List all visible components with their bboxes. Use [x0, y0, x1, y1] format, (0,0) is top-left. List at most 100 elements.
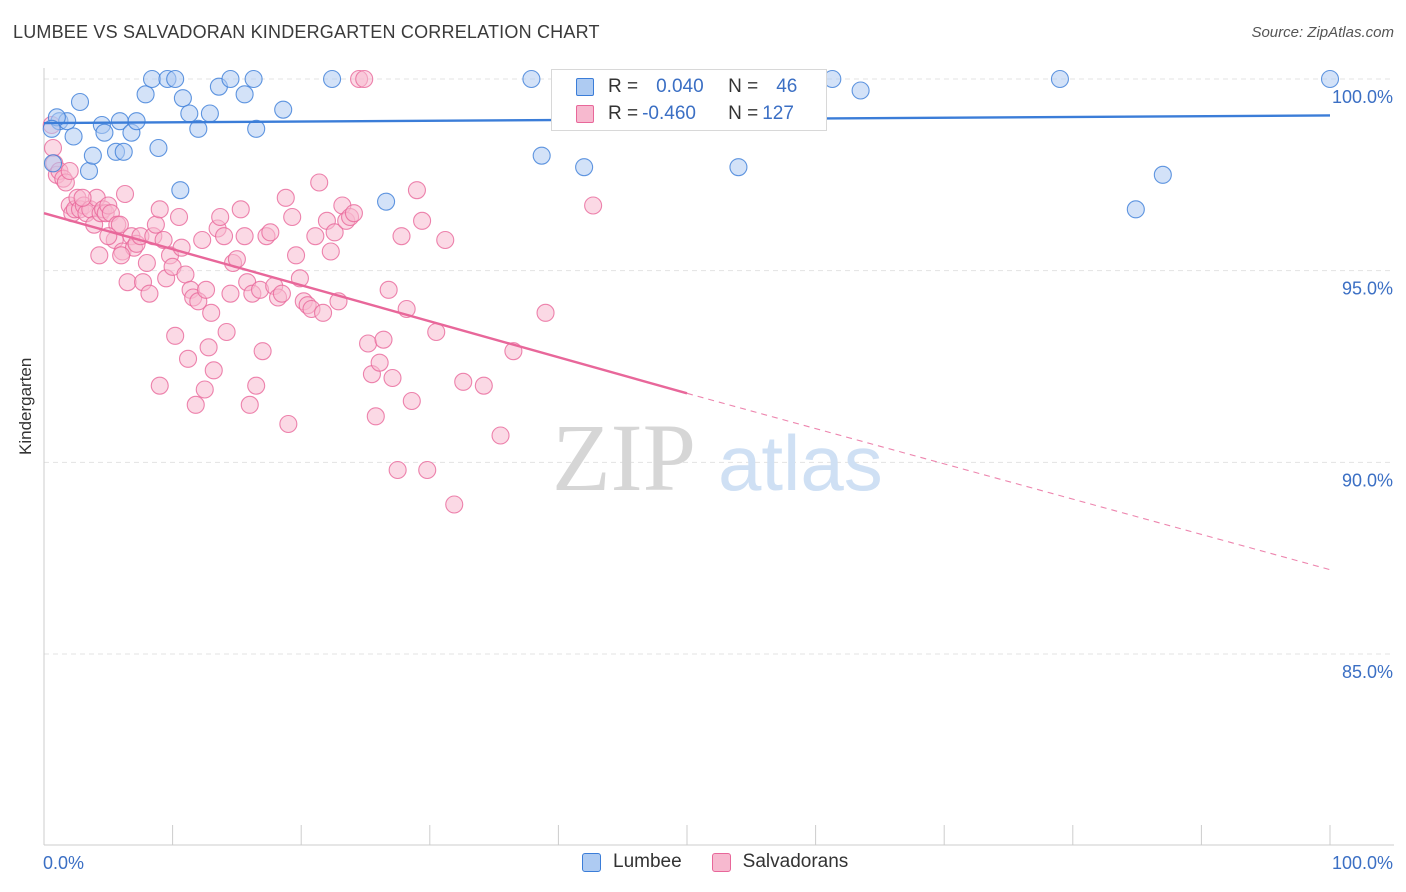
- salvadoran-point: [60, 161, 79, 181]
- salvadoran-point: [235, 227, 254, 246]
- salvadoran-point: [427, 322, 446, 342]
- salvadoran-point: [150, 200, 169, 219]
- salvadoran-point: [202, 303, 221, 322]
- legend-r-value: 0.040: [656, 76, 704, 97]
- salvadoran-point: [370, 353, 389, 372]
- salvadoran-point: [536, 303, 555, 322]
- lumbee-point: [142, 69, 162, 89]
- salvadoran-point: [359, 334, 378, 353]
- chart-title: LUMBEE VS SALVADORAN KINDERGARTEN CORREL…: [13, 22, 600, 42]
- salvadoran-point: [584, 196, 603, 215]
- salvadoran-point: [137, 253, 156, 273]
- salvadoran-point: [366, 407, 385, 426]
- salvadoran-point: [407, 181, 426, 200]
- lumbee-point: [729, 158, 748, 177]
- legend-r-value: -0.460: [642, 103, 696, 124]
- bottom-legend: Lumbee Salvadorans: [582, 851, 878, 873]
- salvadoran-point: [355, 69, 374, 89]
- legend: R = 0.040 N = 46 R = -0.460 N = 127: [551, 69, 827, 131]
- salvadoran-point: [279, 414, 298, 434]
- salvadoran-point: [186, 395, 205, 414]
- salvadoran-point: [383, 368, 402, 388]
- lumbee-point: [1126, 200, 1145, 219]
- bottom-legend-salvadorans[interactable]: Salvadorans: [711, 851, 849, 873]
- bottom-legend-label: Salvadorans: [742, 851, 849, 872]
- legend-r-label: R =: [608, 103, 639, 124]
- grid-layer: [44, 78, 1394, 655]
- salvadoran-point: [204, 361, 223, 380]
- salvadoran-point: [276, 188, 295, 207]
- lumbee-point: [247, 119, 266, 138]
- watermark-zip: ZIP: [552, 404, 696, 511]
- source-label: Source: ZipAtlas.com: [1251, 24, 1394, 41]
- salvadoran-point: [115, 184, 135, 204]
- salvadoran-point: [217, 322, 236, 342]
- points-layer: [42, 69, 1340, 514]
- lumbee-point: [1050, 69, 1069, 89]
- salvadoran-point: [272, 284, 291, 303]
- salvadoran-point: [392, 227, 411, 246]
- salvadoran-point: [310, 173, 329, 192]
- salvadoran-point: [474, 376, 493, 395]
- lumbee-point: [274, 100, 293, 119]
- salvadoran-point: [90, 246, 109, 265]
- salvadoran-point: [388, 460, 407, 480]
- bottom-legend-lumbee[interactable]: Lumbee: [582, 851, 682, 873]
- salvadoran-point: [314, 303, 333, 322]
- lumbee-point: [180, 104, 199, 123]
- lumbee-point: [149, 138, 168, 158]
- salvadoran-trend-extension: [686, 392, 1331, 571]
- lumbee-point: [221, 69, 240, 89]
- salvadoran-point: [418, 460, 437, 480]
- axis-layer: [43, 68, 1394, 846]
- salvadoran-point: [306, 227, 325, 246]
- lumbee-point: [95, 123, 114, 142]
- salvadoran-point: [321, 242, 340, 261]
- salvadoran-point: [73, 188, 92, 207]
- x-tick-label: 0.0%: [43, 853, 84, 873]
- salvadoran-point: [221, 284, 240, 303]
- salvadoran-point: [261, 223, 280, 242]
- salvadoran-point: [195, 380, 214, 399]
- lumbee-point: [200, 104, 219, 123]
- salvadoran-point: [110, 215, 129, 234]
- salvadoran-point: [379, 280, 398, 299]
- lumbee-point: [189, 119, 208, 138]
- legend-n-label: N =: [728, 76, 759, 97]
- legend-row-lumbee: R = 0.040 N = 46: [576, 75, 797, 99]
- lumbee-point: [166, 69, 185, 89]
- salvadoran-point: [231, 200, 250, 219]
- lumbee-point: [377, 192, 396, 211]
- salvadoran-point: [146, 215, 165, 234]
- salvadoran-point: [445, 495, 464, 514]
- legend-n-value: 46: [776, 76, 798, 97]
- salvadoran-point: [344, 204, 363, 223]
- salvadoran-trend-line: [43, 212, 688, 395]
- lumbee-point: [575, 158, 594, 177]
- y-tick-label: 85.0%: [1342, 662, 1393, 682]
- salvadoran-point: [253, 342, 272, 361]
- lumbee-point: [244, 69, 263, 89]
- salvadoran-point: [454, 372, 473, 391]
- legend-n-label: N =: [728, 103, 759, 124]
- salvadoran-point: [199, 338, 218, 357]
- salvadoran-point: [178, 349, 198, 368]
- lumbee-point: [79, 161, 99, 181]
- salvadoran-point: [43, 138, 63, 158]
- y-tick-label: 100.0%: [1332, 87, 1393, 107]
- y-tick-label: 90.0%: [1342, 470, 1393, 490]
- salvadoran-point: [413, 211, 432, 230]
- legend-swatch-blue: [582, 852, 601, 872]
- lumbee-point: [171, 181, 190, 200]
- legend-swatch-pink: [576, 105, 594, 123]
- legend-n-value: 127: [762, 103, 794, 124]
- bottom-legend-label: Lumbee: [613, 851, 682, 872]
- watermark-atlas: atlas: [718, 419, 883, 507]
- x-tick-label: 100.0%: [1332, 853, 1393, 873]
- legend-swatch-pink: [711, 852, 731, 872]
- salvadoran-point: [436, 230, 455, 250]
- lumbee-point: [70, 92, 90, 112]
- lumbee-point: [851, 81, 870, 100]
- lumbee-point: [64, 127, 83, 146]
- lumbee-point: [42, 119, 61, 138]
